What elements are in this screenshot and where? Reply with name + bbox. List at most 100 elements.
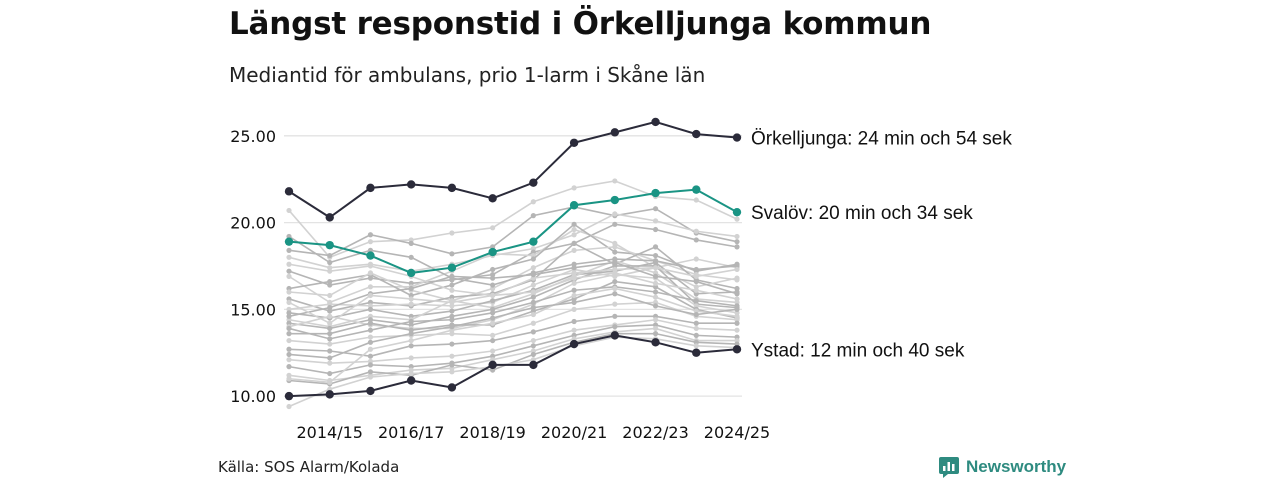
data-point [693,332,699,338]
series-line [288,246,738,302]
data-point [327,360,333,366]
series-line [288,327,737,382]
data-point-sval-v [366,251,375,260]
data-point [734,291,740,297]
data-point [449,341,455,347]
data-point--rkelljunga [732,133,742,142]
data-point [327,252,333,259]
highlighted-series [284,117,742,401]
data-point [612,259,618,266]
series-label--rkelljunga: Örkelljunga: 24 min och 54 sek [751,129,1012,150]
data-point [449,353,455,359]
series-line [288,324,738,375]
data-point--rkelljunga [529,178,538,187]
data-point [367,263,374,269]
data-point [449,230,455,236]
x-tick-label: 2018/19 [459,423,525,442]
data-point [530,282,536,288]
data-point [652,218,659,224]
line-chart: 10.00 15.00 20.00 25.00 2014/15 2016/17 2018/… [230,117,1012,442]
data-point [490,266,496,273]
series-line [288,213,738,272]
series-line [288,273,738,330]
background-series-line [286,270,740,326]
grid-lines [284,135,742,397]
data-point [490,298,496,304]
data-point [408,343,414,349]
data-point [693,237,699,243]
data-point [530,351,536,358]
data-point [734,306,740,312]
data-point [530,337,536,344]
data-point [367,339,374,345]
data-point [449,251,455,257]
data-point [367,346,374,352]
data-point [734,244,740,250]
series-line [288,301,738,345]
data-point [286,273,292,279]
data-point [530,320,536,326]
data-point [286,331,292,337]
data-point--rkelljunga [488,194,497,203]
data-point [327,336,333,342]
data-point [449,317,455,323]
series-line [288,292,738,359]
data-point [734,233,740,240]
source-note: Källa: SOS Alarm/Kolada [218,458,400,476]
data-point [571,247,577,253]
series-line [288,206,738,257]
series-label-ystad: Ystad: 12 min och 40 sek [751,340,965,361]
data-point [612,278,618,285]
data-point [734,296,740,302]
data-point--rkelljunga [610,128,620,137]
data-point [286,268,292,274]
data-point [693,266,699,273]
data-point [408,296,414,302]
data-point [490,292,496,299]
data-point [286,207,292,214]
newsworthy-logo-icon [939,457,959,478]
data-point [530,289,536,295]
data-point-ystad [651,338,660,347]
brand-logo[interactable]: Newsworthy [938,456,1066,478]
series-line--rkelljunga [288,120,738,219]
background-series-line [286,284,740,342]
data-point [693,228,699,234]
data-point [612,324,618,330]
background-series-line [286,259,740,319]
data-point--rkelljunga [447,183,457,193]
series-line [288,261,738,318]
series-labels: Örkelljunga: 24 min och 54 sek Svalöv: 20… [751,129,1012,362]
data-point [367,369,374,375]
data-point-sval-v [569,201,579,210]
data-point [367,292,374,299]
data-point [408,370,414,377]
data-point [286,351,292,358]
data-point [652,331,659,337]
data-point [693,287,699,293]
data-point-ystad [732,345,742,354]
data-point [408,355,414,361]
x-tick-label: 2016/17 [378,423,444,442]
data-point [327,320,333,326]
data-point [652,258,659,264]
data-point [408,254,414,260]
data-point [530,199,536,205]
data-point [286,299,292,306]
background-series [286,178,740,410]
data-point [327,305,333,311]
data-point [327,325,333,332]
data-point [530,329,536,335]
data-point [693,320,699,326]
data-point [652,252,659,259]
data-point [530,265,536,271]
data-point-ystad [447,383,457,392]
background-series-line [286,261,740,299]
chart-subtitle: Mediantid för ambulans, prio 1-larm i Sk… [229,63,706,87]
data-point [734,239,740,245]
y-tick-label: 15.00 [230,300,276,319]
data-point-sval-v [325,240,334,250]
data-point [367,284,374,290]
x-tick-label: 2020/21 [541,423,607,442]
data-point [571,292,577,299]
